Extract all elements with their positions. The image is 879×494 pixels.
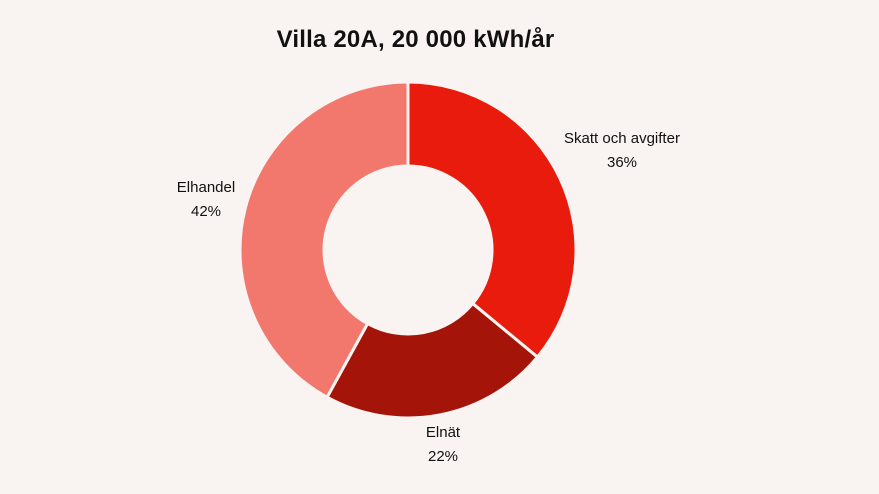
slice-elhandel (238, 80, 410, 400)
chart-title: Villa 20A, 20 000 kWh/år (276, 26, 555, 53)
slice-elnät (325, 301, 540, 420)
slice-label: Elhandel (177, 179, 235, 196)
slices-layer (238, 80, 578, 420)
slice-value-label: 36% (607, 154, 637, 171)
slice-value-label: 42% (191, 203, 221, 220)
slice-label: Skatt och avgifter (564, 130, 680, 147)
slice-skatt-och-avgifter (406, 80, 578, 360)
slice-label: Elnät (426, 424, 461, 441)
slice-value-label: 22% (428, 448, 458, 465)
labels-layer: Skatt och avgifter 36% Elnät 22% Elhandel 42% (177, 130, 680, 465)
